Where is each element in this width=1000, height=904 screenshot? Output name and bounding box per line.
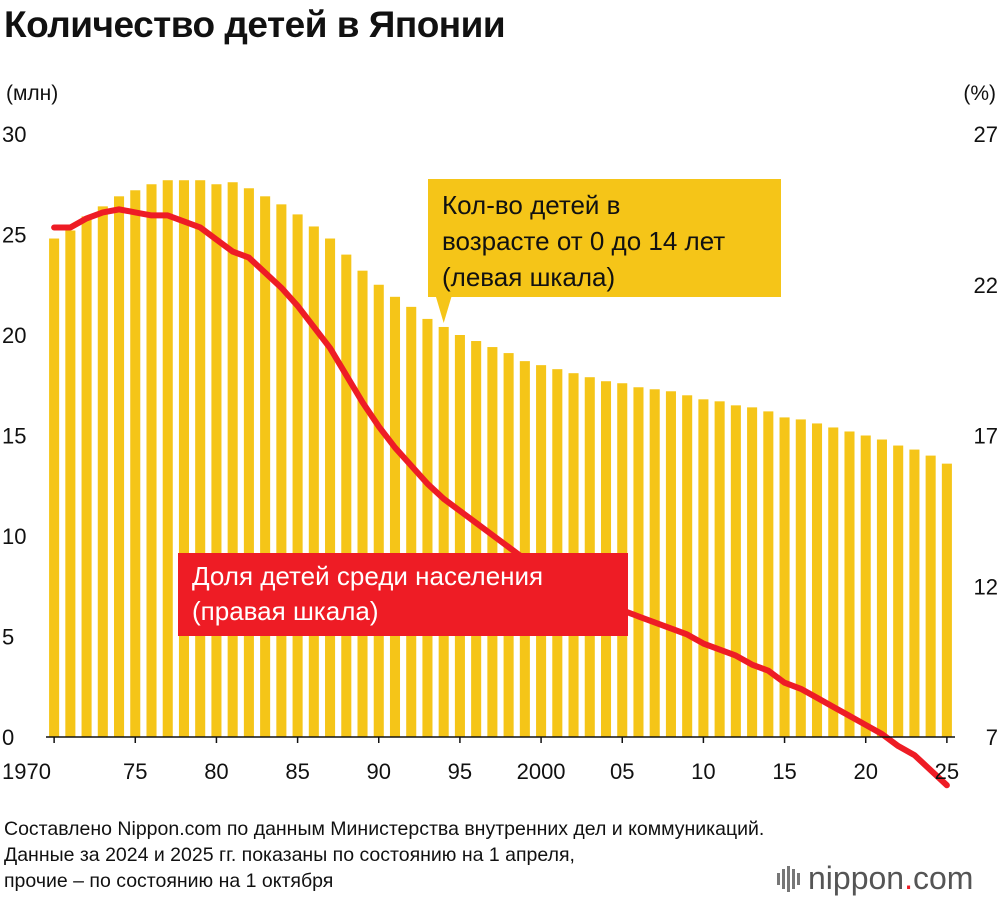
bar-2000	[536, 365, 547, 737]
callout-children-count: Кол-во детей в возрасте от 0 до 14 лет (…	[428, 179, 781, 297]
x-tick-label: 85	[285, 759, 309, 784]
bar-1986	[308, 226, 319, 737]
bar-1977	[162, 180, 173, 738]
left-tick-label: 5	[2, 625, 14, 650]
brand-logo: nippon. com	[776, 860, 973, 897]
right-tick-label: 22	[974, 273, 998, 298]
left-tick-label: 25	[2, 223, 26, 248]
callout-line: (правая шкала)	[192, 596, 379, 626]
bar-2011	[714, 401, 725, 737]
source-line: прочие – по состоянию на 1 октября	[4, 870, 334, 892]
x-tick-label: 05	[610, 759, 634, 784]
share-line	[51, 206, 950, 789]
bar-2018	[828, 427, 839, 737]
bar-2020	[860, 435, 871, 737]
bar-1995	[454, 335, 465, 737]
callout-line: Кол-во детей в	[442, 190, 621, 220]
bar-2006	[633, 387, 644, 737]
bar-2021	[876, 439, 887, 737]
bar-1983	[260, 196, 271, 737]
bar-2012	[730, 405, 741, 737]
bar-2019	[844, 431, 855, 737]
source-line: Данные за 2024 и 2025 гг. показаны по со…	[4, 844, 575, 866]
x-tick-label: 80	[204, 759, 228, 784]
bar-2022	[893, 445, 904, 737]
bar-1981	[227, 182, 238, 738]
x-tick-label: 1970	[2, 759, 51, 784]
source-note: Составлено Nippon.com по данным Министер…	[4, 816, 764, 894]
bar-1999	[519, 361, 530, 737]
bar-1972	[81, 216, 92, 737]
bar-1996	[471, 341, 482, 737]
left-tick-label: 15	[2, 424, 26, 449]
bar-2024	[925, 455, 936, 737]
x-tick-label: 75	[123, 759, 147, 784]
x-tick-label: 20	[853, 759, 877, 784]
bar-1978	[178, 180, 189, 738]
left-tick-label: 30	[2, 122, 26, 147]
bar-1973	[97, 206, 108, 738]
callout-line: Доля детей среди населения	[192, 561, 544, 591]
left-axis-ticks: 0 5 10 15 20 25 30	[2, 122, 26, 750]
x-tick-label: 15	[772, 759, 796, 784]
bar-1982	[243, 188, 254, 737]
bar-1970	[49, 238, 60, 737]
bar-1980	[211, 184, 222, 737]
chart-title: Количество детей в Японии	[4, 4, 506, 45]
bar-2023	[909, 449, 920, 737]
left-tick-label: 20	[2, 323, 26, 348]
right-tick-label: 17	[974, 424, 998, 449]
bar-1984	[276, 204, 287, 738]
bar-1997	[487, 347, 498, 737]
brand-dot: .	[904, 860, 913, 896]
bar-1989	[357, 270, 368, 737]
bar-1971	[65, 230, 76, 738]
source-line: Составлено Nippon.com по данным Министер…	[4, 818, 765, 840]
nippon-logo-icon	[777, 865, 800, 892]
right-axis-ticks: 7 12 17 22 27	[974, 122, 998, 750]
bar-1985	[292, 214, 303, 737]
bar-1975	[130, 190, 141, 737]
bar-1974	[114, 196, 125, 737]
yellow-callout-pointer	[435, 296, 452, 323]
brand-name: nippon	[808, 860, 905, 896]
right-axis-unit: (%)	[963, 82, 996, 105]
right-tick-label: 27	[974, 122, 998, 147]
bar-1976	[146, 184, 157, 737]
bar-2025	[941, 463, 952, 737]
bar-2008	[665, 391, 676, 737]
x-tick-label: 95	[448, 759, 472, 784]
bar-1991	[389, 296, 401, 737]
right-tick-label: 12	[974, 574, 998, 599]
brand-tld: com	[912, 860, 974, 896]
left-tick-label: 10	[2, 524, 26, 549]
left-tick-label: 0	[2, 725, 14, 750]
bar-2014	[763, 411, 774, 737]
x-tick-label: 25	[935, 759, 959, 784]
x-tick-label: 2000	[517, 759, 566, 784]
callout-children-share: Доля детей среди населения (правая шкала…	[178, 553, 628, 636]
callout-line: (левая шкала)	[442, 262, 616, 292]
bar-1990	[373, 284, 384, 737]
x-tick-label: 90	[367, 759, 391, 784]
bar-2017	[811, 423, 823, 737]
bar-2007	[649, 389, 660, 737]
x-tick-label: 10	[691, 759, 715, 784]
bar-1987	[325, 238, 336, 737]
bar-2010	[698, 399, 709, 737]
callout-line: возрасте от 0 до 14 лет	[442, 226, 726, 256]
bar-2013	[747, 407, 758, 737]
bar-1988	[341, 254, 352, 737]
bar-1979	[195, 180, 206, 738]
bar-2016	[795, 419, 806, 737]
bar-2009	[682, 395, 693, 737]
x-axis-ticks: 1970 75 80 85 90 95 2000 05 10 15 20 25	[2, 737, 959, 784]
bar-1992	[406, 306, 417, 737]
bar-1994	[438, 326, 449, 737]
right-tick-label: 7	[986, 725, 998, 750]
left-axis-unit: (млн)	[6, 82, 59, 105]
bar-1993	[422, 318, 433, 737]
bar-2015	[779, 417, 790, 737]
